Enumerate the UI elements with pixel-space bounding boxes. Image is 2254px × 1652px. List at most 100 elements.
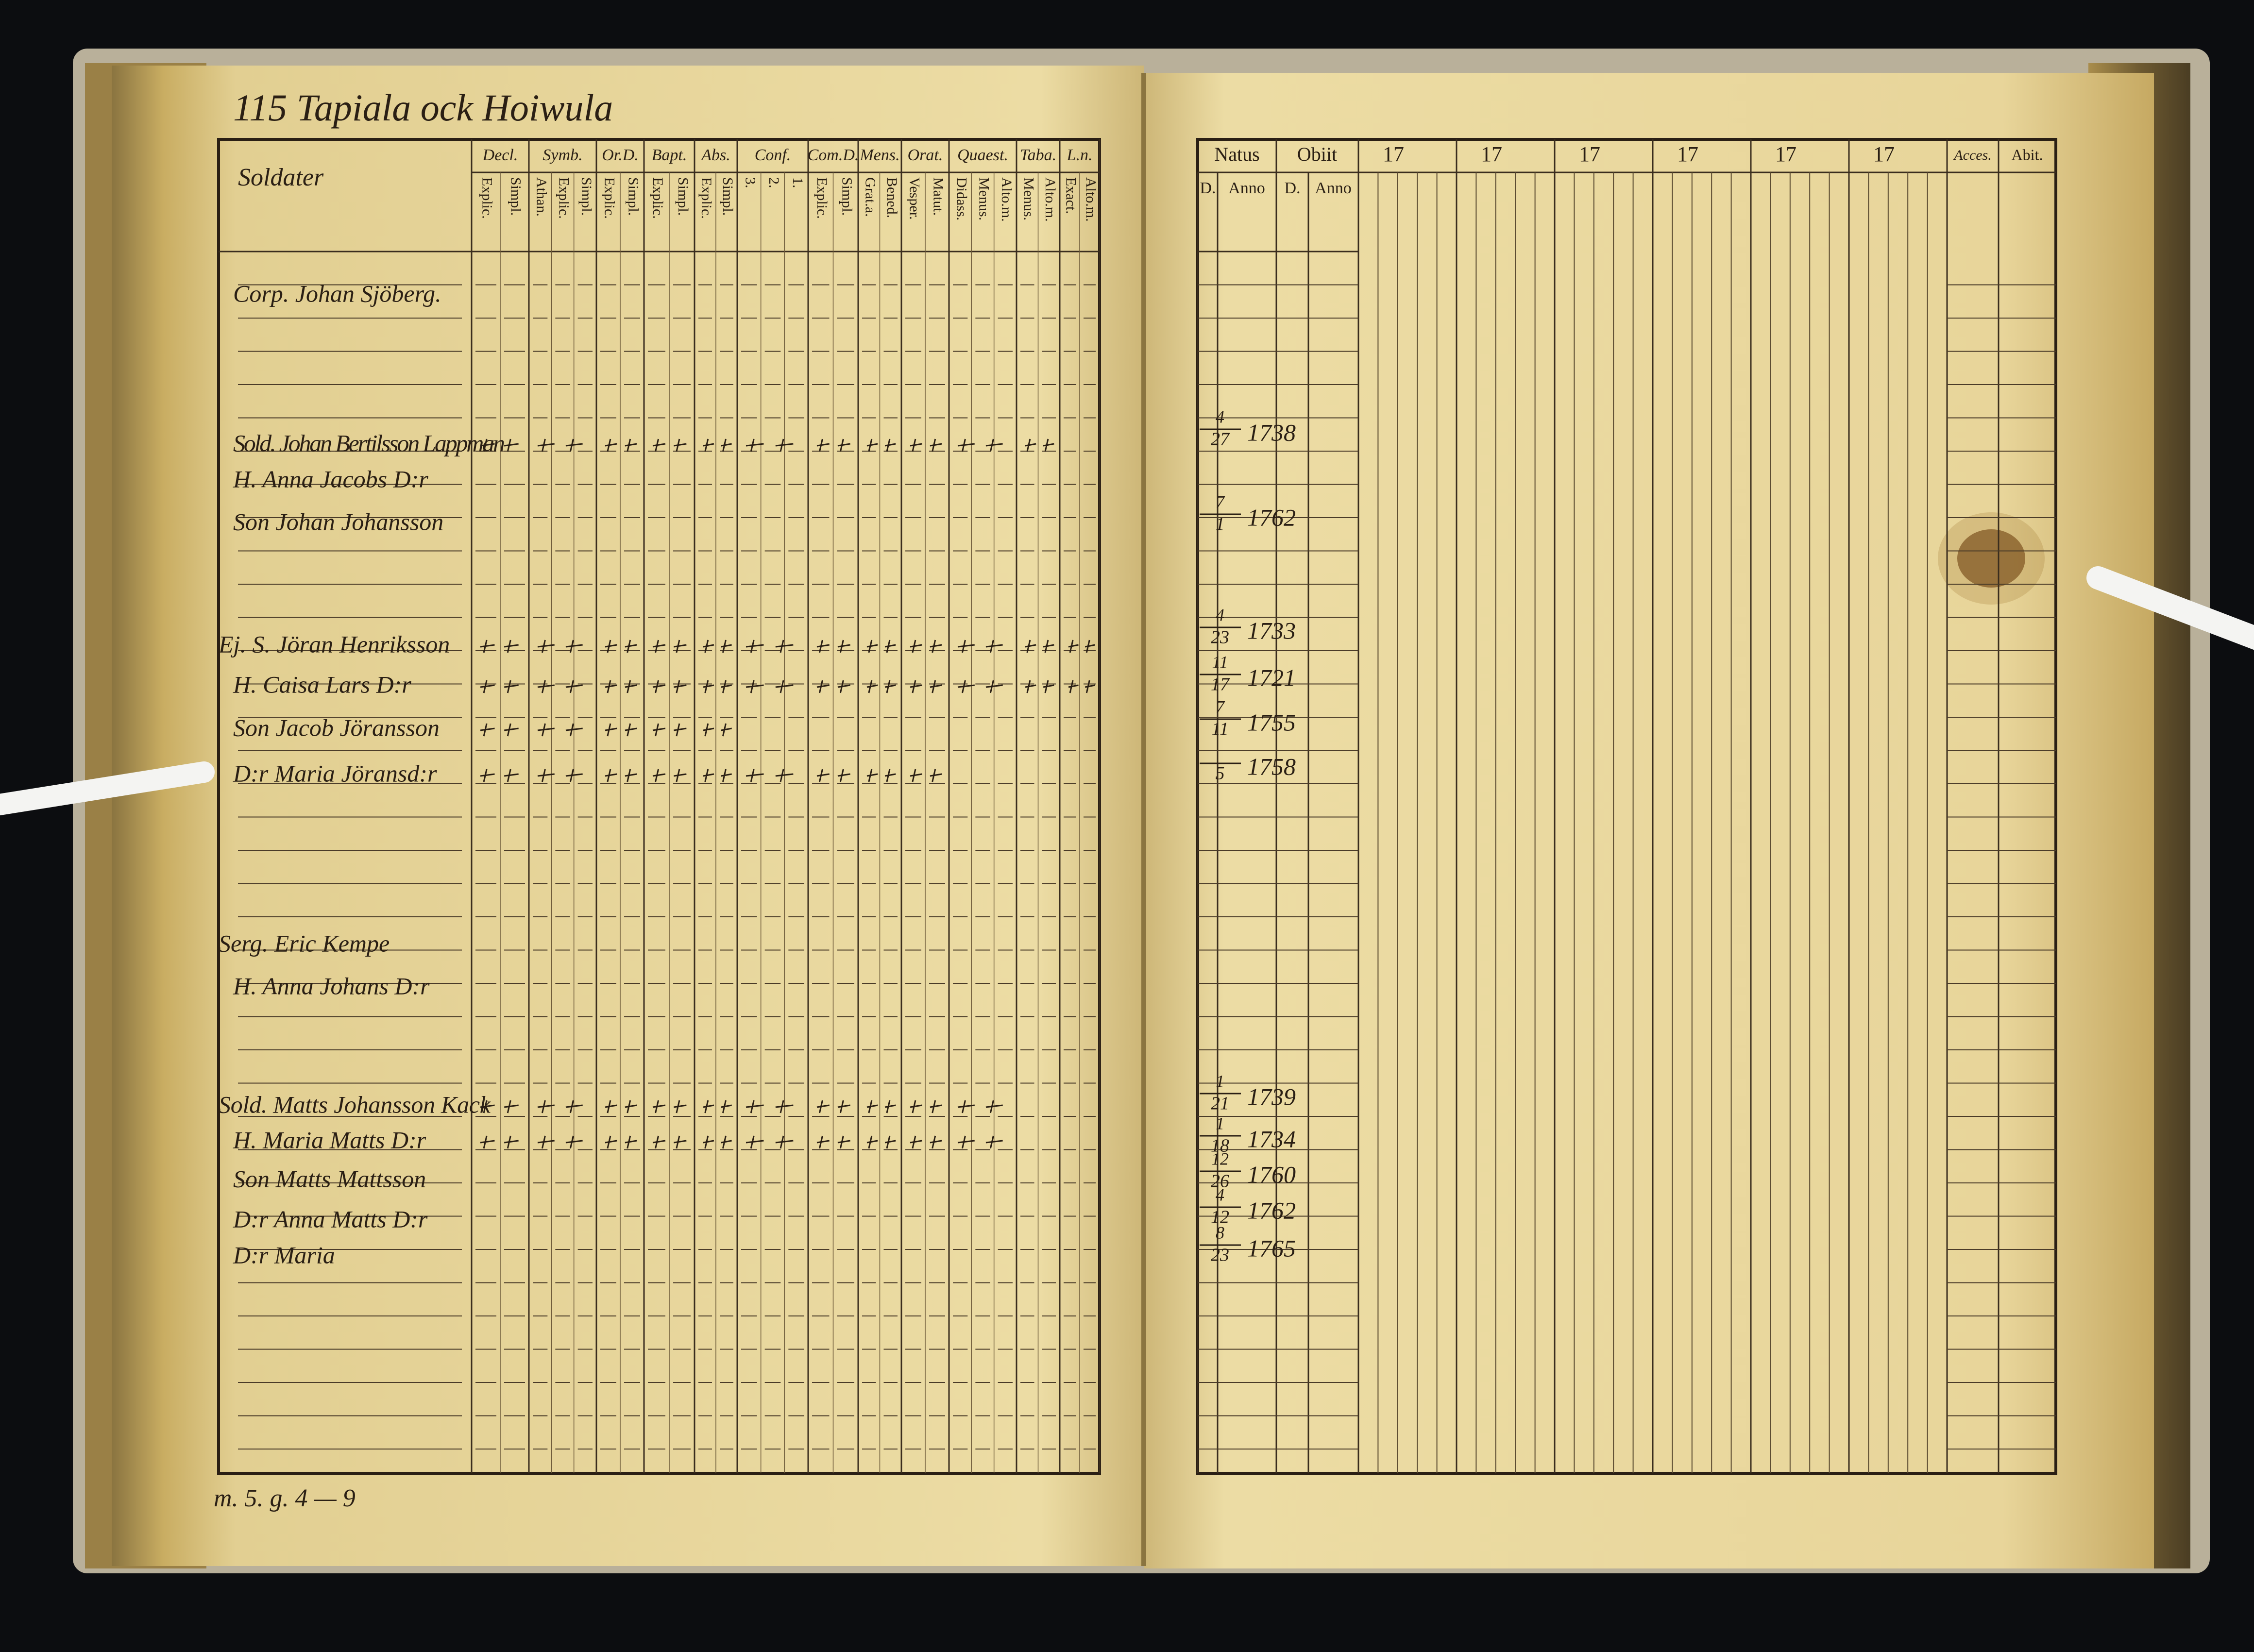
tick-mark bbox=[816, 438, 830, 452]
tick-mark bbox=[674, 769, 687, 782]
tick-mark bbox=[930, 680, 942, 693]
tick-mark bbox=[721, 769, 732, 782]
column-subheader: Alto.m. bbox=[1042, 177, 1058, 222]
tick-mark bbox=[537, 1135, 555, 1149]
tick-mark bbox=[775, 680, 794, 693]
tick-mark bbox=[703, 1100, 714, 1113]
footer-note: m. 5. g. 4 — 9 bbox=[214, 1484, 356, 1512]
tick-mark bbox=[884, 438, 896, 452]
tick-mark bbox=[504, 1100, 519, 1113]
tick-mark bbox=[1068, 680, 1079, 693]
column-header: Obiit bbox=[1297, 143, 1337, 165]
tick-mark bbox=[957, 1135, 975, 1149]
tick-mark bbox=[721, 723, 732, 737]
tick-mark bbox=[674, 1100, 687, 1113]
tick-mark bbox=[565, 680, 583, 693]
tick-mark bbox=[985, 1135, 1003, 1149]
tick-mark bbox=[746, 640, 764, 653]
column-subheader: Simpl. bbox=[839, 177, 855, 216]
year-header: 17 bbox=[1383, 142, 1404, 166]
tick-mark bbox=[652, 1135, 666, 1149]
column-header: Decl. bbox=[482, 146, 518, 164]
column-header: Abit. bbox=[2012, 146, 2043, 163]
birth-month: 7 bbox=[1216, 492, 1225, 511]
tick-mark bbox=[837, 769, 850, 782]
tick-mark bbox=[910, 1100, 922, 1113]
column-subheader: Explic. bbox=[814, 177, 830, 219]
tick-mark bbox=[652, 1100, 666, 1113]
tick-mark bbox=[703, 640, 714, 653]
tick-mark bbox=[652, 640, 666, 653]
right-table: Natus Obiit 17 17 17 17 17 17 Acces. Abit.D. Anno D… bbox=[1196, 138, 2057, 1475]
column-header: Symb. bbox=[542, 146, 582, 164]
birth-day: 18 bbox=[1211, 1136, 1229, 1156]
tick-mark bbox=[537, 680, 555, 693]
birth-day: 21 bbox=[1211, 1094, 1229, 1114]
column-subheader: 3. bbox=[742, 177, 758, 188]
tick-mark bbox=[910, 680, 922, 693]
tick-mark bbox=[605, 1135, 617, 1149]
column-subheader: Alto.m. bbox=[1083, 177, 1099, 222]
birth-year: 1739 bbox=[1247, 1083, 1296, 1110]
tick-mark bbox=[775, 640, 794, 653]
stain-halo bbox=[1938, 512, 2045, 605]
birth-month: 1 bbox=[1216, 1071, 1224, 1091]
birth-month: 8 bbox=[1216, 1223, 1224, 1242]
tick-mark bbox=[957, 438, 975, 452]
tick-mark bbox=[866, 769, 878, 782]
tick-mark bbox=[565, 438, 583, 452]
birth-year: 1733 bbox=[1247, 617, 1296, 644]
birth-month: 4 bbox=[1216, 407, 1224, 426]
column-subheader: Explic. bbox=[479, 177, 495, 219]
tick-mark bbox=[957, 640, 975, 653]
column-subheader: Menus. bbox=[976, 177, 992, 220]
tick-mark bbox=[910, 769, 922, 782]
birth-month: 12 bbox=[1211, 1149, 1229, 1168]
bookmark bbox=[0, 761, 215, 816]
tick-mark bbox=[625, 1100, 637, 1113]
column-header: Acces. bbox=[1953, 147, 1991, 163]
tick-mark bbox=[674, 640, 687, 653]
birth-year: 1760 bbox=[1247, 1161, 1296, 1188]
tick-mark bbox=[674, 438, 687, 452]
column-subheader: Simpl. bbox=[578, 177, 594, 216]
tick-mark bbox=[816, 1100, 830, 1113]
birth-day: 17 bbox=[1211, 674, 1230, 695]
tick-mark bbox=[565, 640, 583, 653]
birth-month: 11 bbox=[1212, 652, 1228, 672]
column-subheader: D. bbox=[1284, 179, 1300, 197]
column-subheader: Anno bbox=[1228, 179, 1265, 197]
column-header: Abs. bbox=[700, 146, 730, 164]
tick-mark bbox=[480, 438, 495, 452]
tick-mark bbox=[625, 769, 637, 782]
tick-mark bbox=[504, 680, 519, 693]
tick-mark bbox=[884, 640, 896, 653]
tick-mark bbox=[866, 640, 878, 653]
tick-mark bbox=[565, 723, 583, 737]
register-entry: D:r Maria bbox=[233, 1241, 335, 1268]
birth-year: 1734 bbox=[1247, 1125, 1296, 1152]
column-header: Or.D. bbox=[602, 146, 639, 164]
column-header: Com.D. bbox=[808, 146, 859, 164]
column-header: Soldater bbox=[238, 164, 324, 191]
tick-mark bbox=[957, 680, 975, 693]
tick-mark bbox=[930, 1135, 942, 1149]
birth-month: 4 bbox=[1216, 1185, 1224, 1204]
tick-mark bbox=[746, 438, 764, 452]
column-subheader: Menus. bbox=[1020, 177, 1036, 220]
tick-mark bbox=[480, 1135, 495, 1149]
register-entry: Son Matts Mattsson bbox=[233, 1165, 426, 1192]
tick-mark bbox=[504, 723, 519, 737]
tick-mark bbox=[1043, 438, 1054, 452]
column-subheader: Explic. bbox=[650, 177, 666, 219]
register-entry: Corp. Johan Sjöberg. bbox=[233, 280, 441, 307]
tick-mark bbox=[537, 1100, 555, 1113]
birth-day: 27 bbox=[1211, 429, 1230, 450]
register-entry: Sold. Johan Bertilsson Lappman bbox=[233, 429, 505, 456]
tick-mark bbox=[480, 1100, 495, 1113]
year-header: 17 bbox=[1677, 142, 1698, 166]
tick-mark bbox=[866, 438, 878, 452]
column-subheader: Anno bbox=[1315, 179, 1352, 197]
tick-mark bbox=[910, 640, 922, 653]
column-subheader: 1. bbox=[790, 177, 806, 188]
